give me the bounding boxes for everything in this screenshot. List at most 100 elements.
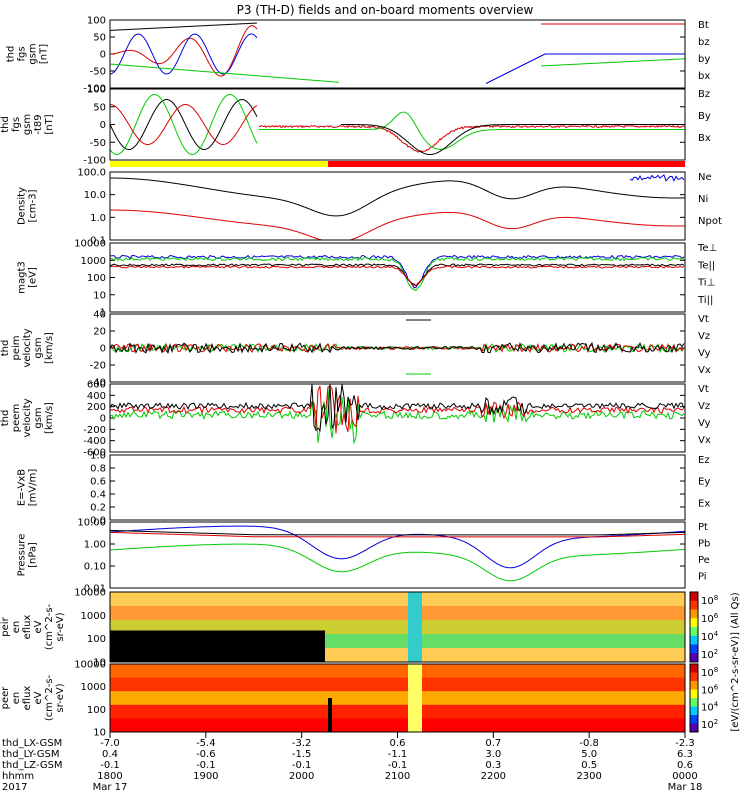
y-axis-label-line: thd (0, 410, 11, 427)
spectrogram-band (110, 704, 685, 719)
y-axis-label-line: -t89 (33, 114, 44, 134)
x-tick-label: -3.2 (292, 738, 312, 749)
colorbar-band (690, 618, 698, 628)
colorbar-band (690, 681, 698, 690)
y-axis-label-line: magt3 (17, 261, 28, 294)
x-tick-label: -0.1 (196, 760, 216, 771)
y-axis-label-line: velocity (22, 328, 33, 367)
series-Ti (109, 254, 685, 289)
colorbar-tick-label: 102 (701, 648, 718, 661)
y-tick-label: -50 (90, 138, 106, 149)
colorbar-tick-base: 10 (701, 703, 714, 714)
y-axis-label-line: peer (0, 686, 11, 710)
series-Tepar (109, 263, 685, 287)
colorbar-band (690, 635, 698, 645)
spectrogram-low-counts (110, 630, 325, 662)
legend-by: by (698, 54, 710, 65)
colorbar-band (690, 644, 698, 654)
mode-bar-segment (328, 161, 685, 167)
series-Npot (629, 174, 685, 182)
spectrogram-feature (408, 592, 422, 662)
colorbar-band (690, 698, 698, 707)
colorbar-tick-base: 10 (701, 685, 714, 696)
y-axis-label-line: [nT] (39, 44, 50, 64)
panel-peir_spec: 10000 1000 100 10 thdpeirenefluxeV(cm^2-s-sr… (0, 588, 686, 669)
y-tick-label: 100 (87, 634, 106, 645)
legend-Vz: Vz (698, 331, 710, 342)
y-axis-label-line: gsm (28, 43, 39, 64)
legend-Te||: Te|| (697, 260, 715, 271)
spectrogram-band (110, 664, 685, 679)
panel-peim_velocity: 40 20 0 -20 -40 thdpeimvelocitygsm[km/s] Vt Vz V… (0, 310, 711, 389)
colorbar-label: [eV/(cm^2-s-sr-eV)] (All Qs) (730, 592, 741, 731)
y-tick-label: 200 (87, 402, 106, 413)
panel-frame (109, 19, 686, 89)
series-by2 (540, 58, 685, 67)
y-tick-label: 10 (93, 658, 106, 669)
y-tick-label: 10 (93, 728, 106, 739)
colorbar-tick-exp: 4 (714, 630, 719, 638)
colorbar-tick-exp: 8 (714, 594, 718, 602)
y-axis-label: thdpeemvelocitygsm[km/s] (0, 398, 55, 437)
legend-Pt: Pt (698, 522, 708, 533)
series-Bt (110, 22, 257, 31)
legend-Pe: Pe (698, 555, 710, 566)
legend-Vy: Vy (698, 348, 711, 359)
y-tick-label: 100 (87, 273, 106, 284)
colorbar-tick-exp: 2 (714, 648, 718, 656)
y-tick-label: -20 (90, 361, 106, 372)
colorbar-tick-label: 104 (701, 701, 719, 714)
spectrogram-gap (328, 698, 332, 732)
y-tick-label: 1000 (81, 256, 106, 267)
y-axis-label-line: gsm (33, 407, 44, 428)
y-axis-label-line: fgs (17, 46, 28, 61)
colorbar-tick-base: 10 (701, 632, 714, 643)
y-axis-label-line: thd (6, 46, 17, 63)
legend-Pb: Pb (698, 539, 710, 550)
legend-Ex: Ex (698, 498, 710, 509)
y-tick-label: 1 (100, 308, 106, 319)
y-tick-label: 10000 (74, 660, 106, 671)
legend-Te⊥: Te⊥ (697, 243, 717, 254)
x-tick-label: -1.5 (292, 749, 312, 760)
y-axis-label-line: en (11, 621, 22, 634)
spectrogram-band (110, 718, 685, 733)
legend-Vt: Vt (698, 314, 709, 325)
y-tick-label: -100 (83, 84, 106, 95)
x-tick-label: -1.1 (388, 749, 408, 760)
x-tick-label: 0.3 (485, 760, 501, 771)
y-tick-label: 600 (87, 380, 106, 391)
mode-bar (110, 161, 685, 167)
colorbar-tick-base: 10 (701, 596, 714, 607)
y-axis-label-line: [nPa] (28, 542, 39, 568)
y-axis-label-line: gsm (33, 337, 44, 358)
y-axis-label-line: Density (17, 187, 28, 225)
colorbar-tick-exp: 8 (714, 666, 718, 674)
panel-frame (109, 383, 686, 453)
y-tick-label: 100 (87, 16, 106, 27)
colorbar-band (690, 600, 698, 610)
x-axis-row-label: thd_LZ-GSM (2, 760, 63, 771)
y-tick-label: 1000 (81, 611, 106, 622)
y-tick-label: -200 (83, 425, 106, 436)
series-Pe (109, 543, 685, 582)
legend-Pi: Pi (698, 572, 707, 583)
x-tick-label: -0.6 (196, 749, 216, 760)
y-tick-label: 1.0 (90, 213, 106, 224)
y-tick-label: -100 (83, 156, 106, 167)
colorbar-tick-exp: 6 (714, 683, 719, 691)
colorbar-band (690, 689, 698, 699)
y-tick-label: 100.0 (77, 168, 106, 179)
series-bx2 (485, 53, 685, 84)
spectrogram-feature (408, 664, 422, 732)
y-axis-label-line: peim (11, 335, 22, 360)
series-Pt (110, 529, 685, 536)
y-axis-label-line: sr-eV) (55, 683, 66, 712)
colorbar-tick-label: 108 (701, 666, 718, 679)
series-Vy (109, 386, 685, 444)
x-tick-label: 5.0 (581, 749, 597, 760)
y-tick-label: 100 (87, 705, 106, 716)
y-axis-label: magt3[eV] (17, 261, 39, 294)
